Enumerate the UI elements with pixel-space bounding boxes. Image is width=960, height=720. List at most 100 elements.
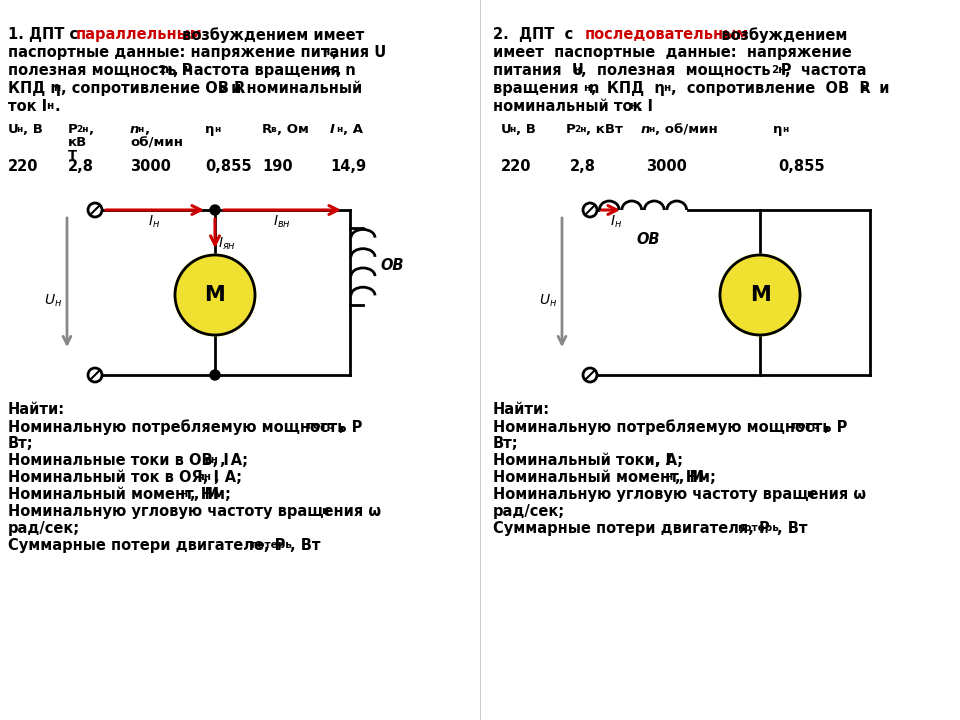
Text: паспортные данные: напряжение питания U: паспортные данные: напряжение питания U [8, 45, 386, 60]
Text: , Ом: , Ом [277, 123, 309, 136]
Text: 190: 190 [262, 159, 293, 174]
Text: , Вт: , Вт [290, 538, 321, 553]
Text: питания  U: питания U [493, 63, 584, 78]
Text: н: н [806, 489, 813, 499]
Text: Найти:: Найти: [493, 402, 550, 417]
Circle shape [210, 370, 220, 380]
Text: н: н [322, 47, 329, 57]
Text: Номинальную угловую частоту вращения ω: Номинальную угловую частоту вращения ω [493, 487, 866, 502]
Text: 2н: 2н [574, 125, 587, 134]
Text: ян: ян [198, 472, 212, 482]
Text: н: н [573, 65, 580, 75]
Text: ОВ: ОВ [380, 258, 403, 274]
Text: .: . [54, 99, 60, 114]
Text: .: . [637, 99, 642, 114]
Text: U: U [501, 123, 512, 136]
Text: 3000: 3000 [646, 159, 686, 174]
Text: рад/сек;: рад/сек; [493, 504, 565, 519]
Text: Вт;: Вт; [8, 436, 34, 451]
Text: и: и [869, 81, 890, 96]
Text: ,  сопротивление  ОВ  R: , сопротивление ОВ R [671, 81, 871, 96]
Text: КПД η: КПД η [8, 81, 60, 96]
Circle shape [175, 255, 255, 335]
Text: Номинальную угловую частоту вращения ω: Номинальную угловую частоту вращения ω [8, 504, 381, 519]
Circle shape [210, 205, 220, 215]
Text: 220: 220 [501, 159, 532, 174]
Text: $I_{ян}$: $I_{ян}$ [218, 236, 236, 253]
Text: н: н [321, 506, 328, 516]
Text: Номинальный момент, М: Номинальный момент, М [493, 470, 704, 485]
Text: Т: Т [68, 149, 77, 162]
Text: н: н [336, 125, 343, 134]
Text: в: в [270, 125, 276, 134]
Text: н: н [46, 101, 53, 111]
Text: Суммарные потери двигателе, Р: Суммарные потери двигателе, Р [8, 538, 285, 553]
Text: М: М [750, 285, 770, 305]
Text: номинальный ток I: номинальный ток I [493, 99, 653, 114]
Text: $U_н$: $U_н$ [539, 293, 557, 310]
Text: возбуждением: возбуждением [711, 27, 848, 42]
Text: , А;: , А; [214, 470, 242, 485]
Text: вращения  n: вращения n [493, 81, 599, 96]
Text: U: U [8, 123, 19, 136]
Text: 2.  ДПТ  с: 2. ДПТ с [493, 27, 584, 42]
Text: н: н [782, 125, 788, 134]
Text: н: н [663, 83, 670, 93]
Text: 14,9: 14,9 [330, 159, 366, 174]
Text: Вт;: Вт; [493, 436, 518, 451]
Text: Номинальный токи, I: Номинальный токи, I [493, 453, 671, 468]
Text: ток I: ток I [8, 99, 47, 114]
Text: $I_н$: $I_н$ [148, 214, 160, 230]
Text: н: н [648, 125, 655, 134]
Text: н: н [137, 125, 143, 134]
Text: н: н [509, 125, 516, 134]
Text: η: η [773, 123, 782, 136]
Text: н: н [665, 472, 672, 482]
Text: , Нм;: , Нм; [675, 470, 716, 485]
Text: Р: Р [566, 123, 576, 136]
Text: н: н [16, 125, 22, 134]
Text: Номинальную потребляемую мощность Р: Номинальную потребляемую мощность Р [493, 419, 848, 435]
Text: ,: , [88, 123, 93, 136]
Text: потерь: потерь [737, 523, 779, 533]
Text: н: н [180, 489, 187, 499]
Text: имеет  паспортные  данные:  напряжение: имеет паспортные данные: напряжение [493, 45, 852, 60]
Text: 2н: 2н [771, 65, 785, 75]
Text: вн: вн [204, 455, 218, 465]
Text: ,: , [144, 123, 149, 136]
Text: н: н [53, 83, 60, 93]
Text: н: н [214, 125, 220, 134]
Text: рад/сек;: рад/сек; [8, 521, 80, 536]
Text: , сопротивление ОВ R: , сопротивление ОВ R [61, 81, 245, 96]
Text: n: n [641, 123, 650, 136]
Text: н: н [583, 83, 590, 93]
Text: η: η [205, 123, 214, 136]
Text: н: н [326, 65, 333, 75]
Text: , В: , В [516, 123, 536, 136]
Text: кВ: кВ [68, 136, 87, 149]
Text: 1. ДПТ с: 1. ДПТ с [8, 27, 84, 42]
Text: , об/мин: , об/мин [655, 123, 718, 136]
Text: , А;: , А; [655, 453, 683, 468]
Text: , А;: , А; [220, 453, 248, 468]
Text: n: n [130, 123, 139, 136]
Text: 0,855: 0,855 [778, 159, 825, 174]
Text: и номинальный: и номинальный [226, 81, 362, 96]
Text: , В: , В [23, 123, 43, 136]
Text: Р: Р [68, 123, 78, 136]
Text: последовательным: последовательным [585, 27, 749, 42]
Text: Номинальную потребляемую мощность Р: Номинальную потребляемую мощность Р [8, 419, 362, 435]
Text: 3000: 3000 [130, 159, 171, 174]
Text: н: н [629, 101, 636, 111]
Text: , частота вращения n: , частота вращения n [173, 63, 356, 78]
Text: Номинальные токи в ОВ, I: Номинальные токи в ОВ, I [8, 453, 228, 468]
Text: потерь: потерь [250, 540, 292, 550]
Text: ,  полезная  мощность  Р: , полезная мощность Р [581, 63, 791, 78]
Text: $U_н$: $U_н$ [44, 293, 62, 310]
Text: об/мин: об/мин [130, 136, 183, 149]
Text: возбуждением имеет: возбуждением имеет [177, 27, 364, 42]
Text: параллельным: параллельным [76, 27, 203, 42]
Text: ,: , [823, 419, 828, 434]
Text: ,: , [335, 63, 341, 78]
Text: 0,855: 0,855 [205, 159, 252, 174]
